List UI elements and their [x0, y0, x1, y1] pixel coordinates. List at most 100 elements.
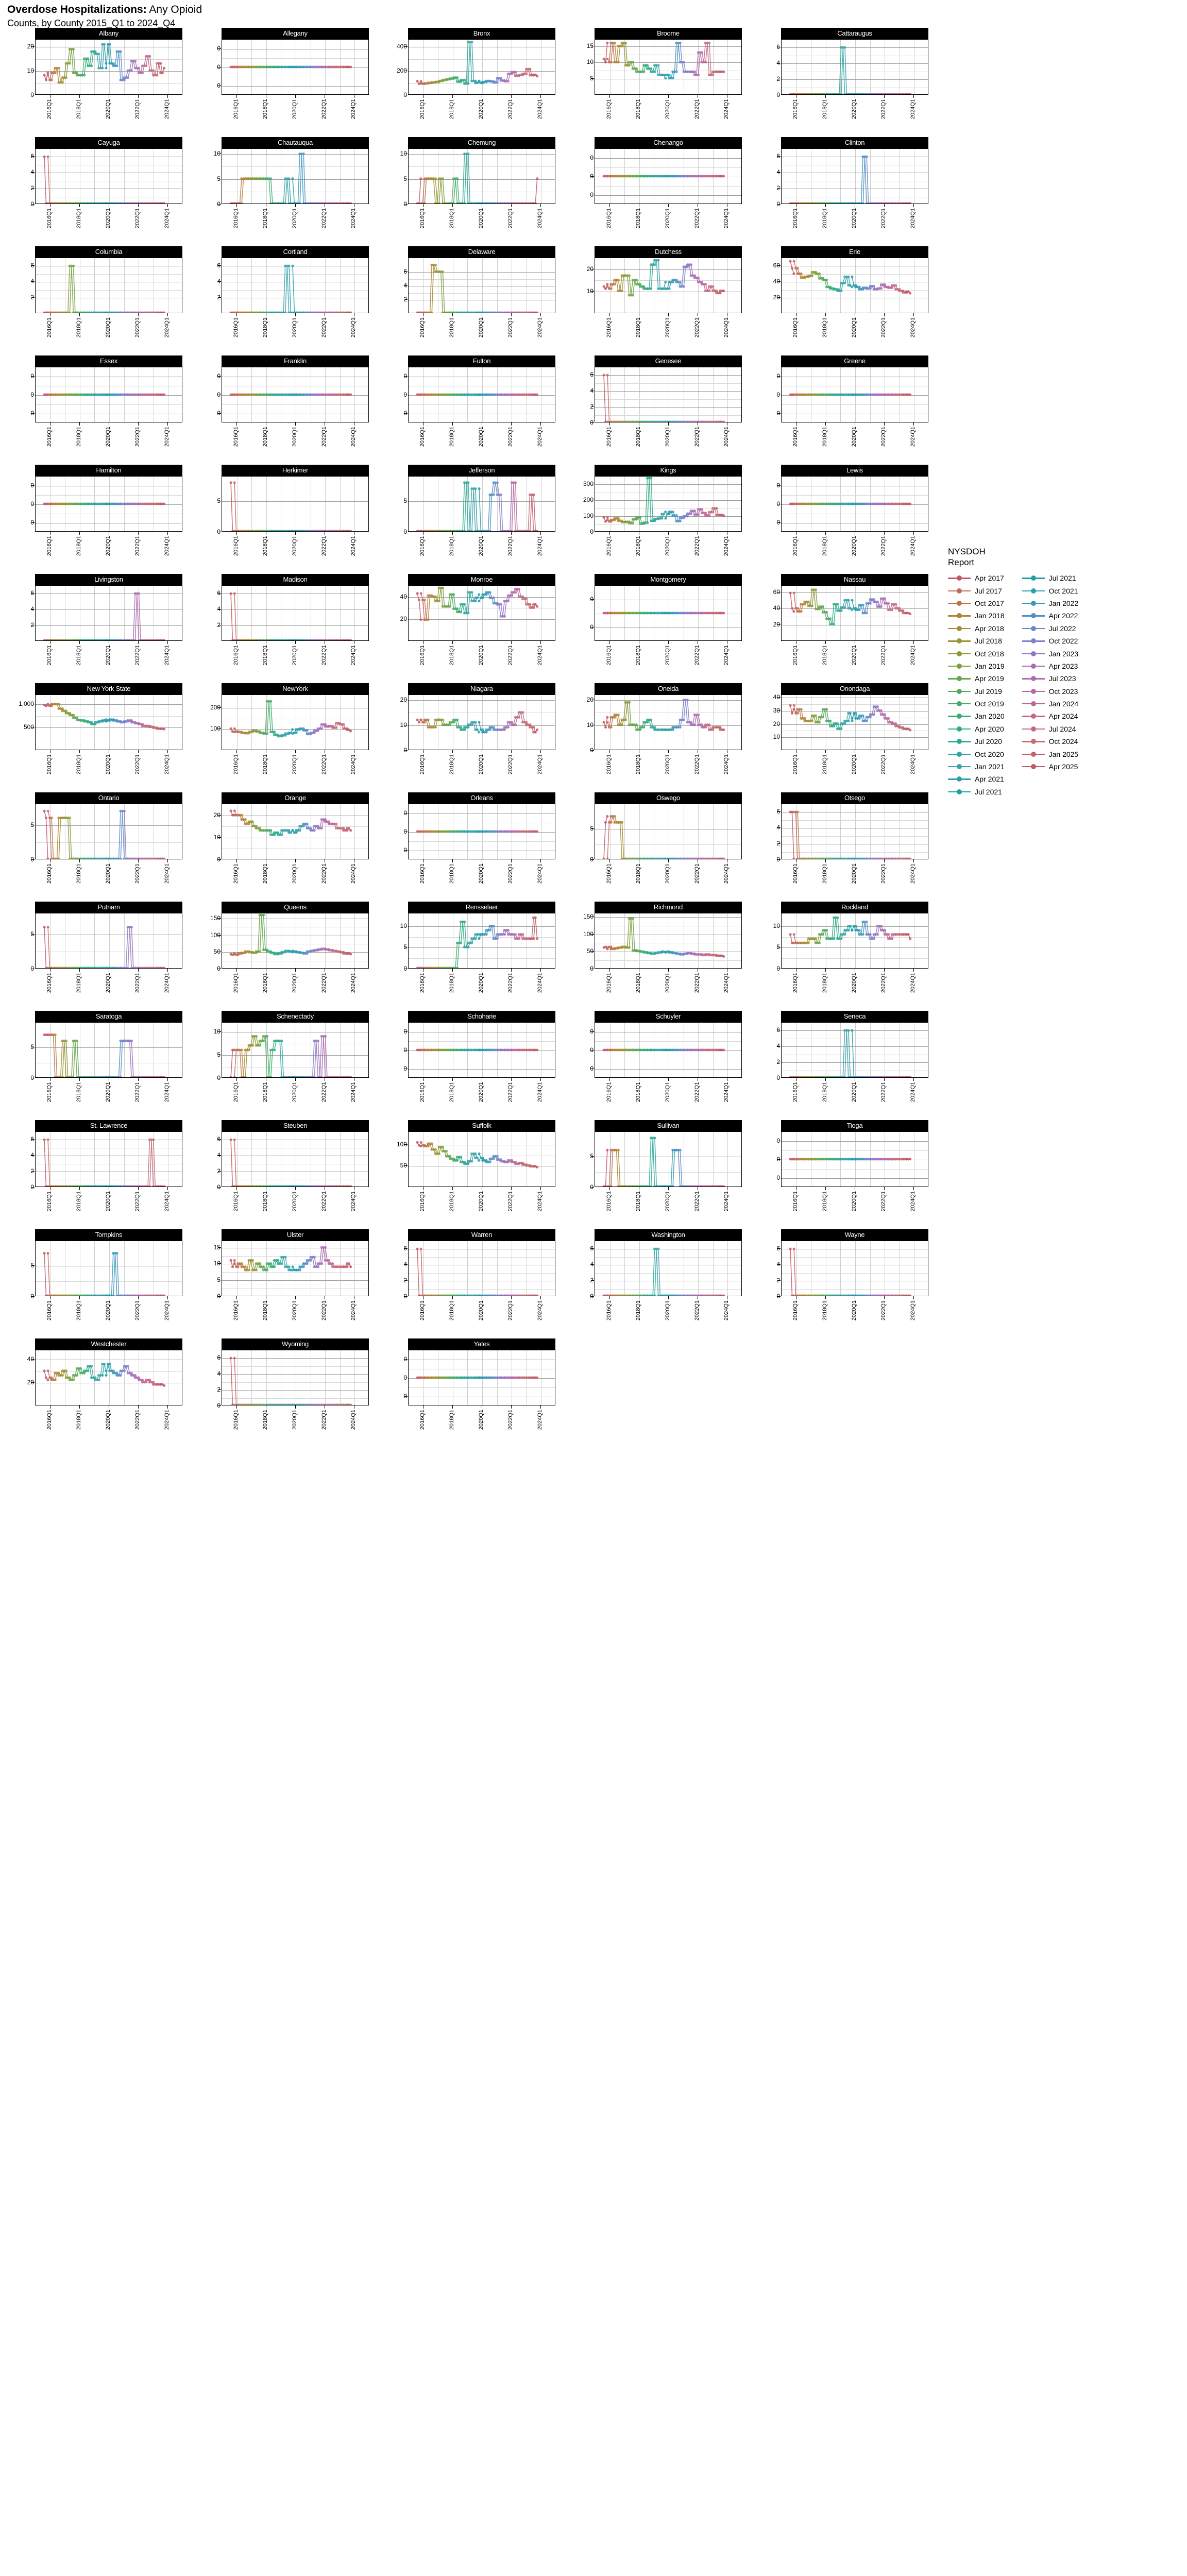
facet-panel: Hamilton0002016Q12018Q12020Q12022Q12024Q… — [0, 460, 186, 569]
facet-strip-label: Madison — [222, 574, 369, 585]
y-axis-tick-label: 0 — [190, 410, 221, 416]
series-point — [668, 77, 671, 80]
series-line — [149, 56, 154, 76]
series-line — [603, 375, 607, 422]
series-point — [851, 599, 854, 602]
gridline-horizontal-minor — [36, 274, 182, 275]
x-axis-ticks — [222, 422, 369, 426]
x-axis-tick-label: 2018Q1 — [262, 99, 268, 120]
series-point — [836, 603, 839, 606]
facet-panel: Montgomery 0 0 2016Q1 2018Q1 2020Q1 2022Q1 2024… — [559, 569, 746, 678]
y-axis-tick-mark — [218, 48, 221, 49]
x-axis-ticks — [35, 313, 182, 316]
series-point — [646, 67, 649, 70]
gridline-vertical — [467, 149, 468, 204]
x-axis-tick-label: 2016Q1 — [792, 427, 799, 447]
gridline-vertical — [124, 149, 125, 204]
y-axis-tick-label: 2 — [190, 622, 221, 628]
plot-area — [781, 367, 928, 422]
x-axis-tick-label: 2020Q1 — [851, 317, 857, 338]
series-line — [424, 178, 428, 204]
x-axis-tick-label: 2020Q1 — [478, 645, 484, 666]
series-point — [650, 287, 653, 290]
series-layer — [416, 263, 539, 313]
series-point — [463, 603, 466, 606]
y-axis-tick-label: 0 — [749, 201, 780, 207]
facet-panel: Fulton0002016Q12018Q12020Q12022Q12024Q1 — [373, 350, 559, 460]
x-axis-tick-label: 2016Q1 — [605, 317, 612, 338]
facet-panel: Cayuga 0 2 4 6 2016Q1 2018Q1 2020Q1 2022Q1 2024Q1 — [0, 132, 186, 241]
series-point — [83, 74, 86, 77]
x-axis-tick-label: 2024Q1 — [723, 427, 730, 447]
series-point — [609, 41, 613, 44]
series-line — [456, 178, 461, 204]
series-point — [669, 77, 673, 80]
gridline-horizontal — [595, 46, 741, 47]
series-point — [72, 47, 75, 51]
x-axis-tick-mark — [452, 532, 453, 535]
gridline-vertical — [251, 149, 252, 204]
series-point — [704, 61, 707, 64]
series-point — [488, 591, 491, 594]
series-line — [299, 154, 304, 204]
series-line — [841, 600, 845, 611]
y-axis-tick-label: 0 — [749, 373, 780, 379]
series-point — [478, 593, 481, 596]
y-axis-tick-mark — [218, 281, 221, 282]
x-axis-tick-mark — [540, 532, 541, 535]
series-point — [64, 62, 67, 65]
x-axis-tick-mark — [668, 532, 669, 535]
series-point — [518, 587, 521, 590]
series-point — [61, 81, 64, 84]
y-axis-tick-mark — [218, 297, 221, 298]
series-point — [130, 69, 133, 72]
x-axis-ticks — [222, 95, 369, 98]
x-axis-tick-label: 2018Q1 — [635, 317, 641, 338]
x-axis-tick-label: 2022Q1 — [694, 317, 701, 338]
series-point — [711, 285, 715, 288]
series-line — [464, 592, 469, 614]
series-line — [44, 157, 48, 204]
series-layer — [43, 155, 166, 204]
series-point — [841, 46, 844, 49]
series-layer — [229, 393, 352, 396]
x-axis-tick-label: 2022Q1 — [880, 536, 887, 556]
series-line — [647, 264, 652, 290]
x-axis-tick-mark — [825, 204, 826, 207]
y-axis-tick-mark — [31, 156, 35, 157]
series-point — [119, 78, 122, 81]
facet-panel: Columbia 2 4 6 2016Q1 2018Q1 2020Q1 2022Q1 2024Q… — [0, 241, 186, 350]
series-point — [514, 481, 517, 484]
x-axis-ticks — [781, 313, 928, 316]
series-line — [442, 272, 447, 313]
facet-strip-label: Cayuga — [35, 137, 182, 148]
series-point — [441, 270, 445, 274]
y-axis-tick-label: 0 — [563, 173, 594, 179]
x-axis-tick-mark — [138, 313, 139, 316]
series-point — [675, 41, 678, 44]
series-point — [631, 294, 635, 297]
series-point — [150, 69, 153, 72]
gridline-horizontal-minor — [36, 290, 182, 291]
x-axis-tick-mark — [540, 422, 541, 426]
x-axis-tick-mark — [236, 313, 237, 316]
y-axis-tick-mark — [777, 156, 781, 157]
series-point — [470, 591, 473, 594]
y-axis-tick-label: 0 — [749, 410, 780, 416]
series-line — [420, 593, 425, 620]
series-point — [686, 265, 689, 268]
x-axis-tick-label: 2020Q1 — [292, 645, 298, 666]
facet-row: Livingston2462016Q12018Q12020Q12022Q1202… — [0, 569, 932, 678]
series-point — [693, 274, 697, 277]
x-axis-tick-mark — [511, 313, 512, 316]
series-point — [858, 285, 861, 289]
series-layer — [789, 393, 912, 396]
series-point — [681, 61, 684, 64]
series-point — [163, 311, 166, 313]
series-point — [825, 611, 828, 614]
x-axis-ticks — [781, 532, 928, 535]
gridline-vertical — [482, 149, 483, 204]
series-line — [866, 599, 871, 614]
facet-strip-label: Nassau — [781, 574, 928, 585]
series-point — [474, 79, 477, 82]
